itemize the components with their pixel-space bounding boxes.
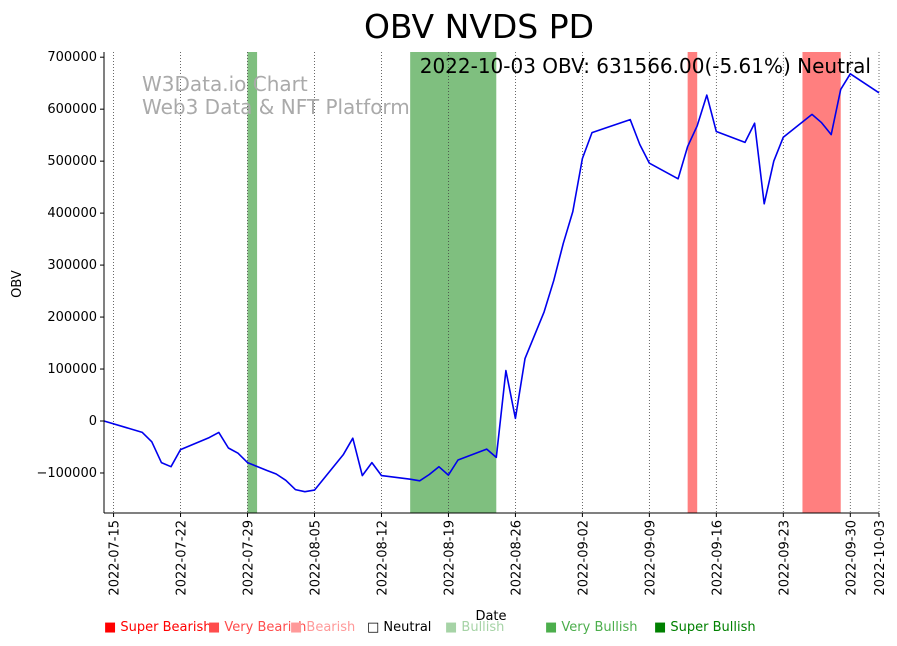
x-tick-label-2: 2022-07-29 (242, 520, 257, 596)
x-tick-label-10: 2022-09-23 (777, 520, 792, 596)
y-tick-label-7: 600000 (47, 102, 97, 117)
signal-regions (247, 52, 841, 513)
axes: −100000 0 100000 200000 300000 400000 500000 60… (36, 50, 888, 595)
y-tick-label-6: 500000 (47, 154, 97, 169)
signal-region-2 (687, 52, 698, 513)
y-axis-label: OBV (10, 270, 25, 298)
legend-item-4: ■ Bullish (445, 620, 505, 635)
x-tick-label-7: 2022-09-02 (576, 520, 591, 596)
series-layer (103, 73, 880, 493)
legend-item-5: ■ Very Bullish (545, 620, 638, 635)
signal-region-1 (410, 52, 497, 513)
legend-item-0: ■ Super Bearish (104, 620, 212, 635)
x-tick-label-8: 2022-09-09 (643, 520, 658, 596)
latest-value-annotation: 2022-10-03 OBV: 631566.00(-5.61%) Neutra… (420, 54, 871, 78)
chart-texts: OBV NVDS PD 2022-10-03 OBV: 631566.00(-5.… (10, 7, 871, 624)
x-gridlines (113, 52, 880, 513)
x-tick-label-11: 2022-09-30 (844, 520, 859, 596)
signal-region-3 (802, 52, 841, 513)
legend-item-6: ■ Super Bullish (654, 620, 756, 635)
legend-item-2: ■ Bearish (290, 620, 356, 635)
x-tick-label-0: 2022-07-15 (108, 520, 123, 596)
y-tick-label-1: 0 (89, 414, 97, 429)
signal-legend: ■ Super Bearish ■ Very Bearish ■ Bearish □ … (104, 620, 884, 640)
x-axis-label: Date (475, 609, 506, 624)
legend-item-3: □ Neutral (367, 620, 432, 635)
legend-item-1: ■ Very Bearish (208, 620, 307, 635)
x-tick-label-5: 2022-08-19 (442, 520, 457, 596)
y-tick-label-3: 200000 (47, 310, 97, 325)
y-tick-label-5: 400000 (47, 206, 97, 221)
watermark-line-2: Web3 Data & NFT Platform (142, 95, 410, 119)
x-tick-label-1: 2022-07-22 (175, 520, 190, 596)
x-tick-label-6: 2022-08-26 (509, 520, 524, 596)
y-tick-label-2: 100000 (47, 362, 97, 377)
x-tick-label-9: 2022-09-16 (710, 520, 725, 596)
x-tick-label-3: 2022-08-05 (308, 520, 323, 596)
watermark-line-1: W3Data.io Chart (142, 72, 308, 96)
x-tick-label-12: 2022-10-03 (873, 520, 888, 596)
y-tick-label-8: 700000 (47, 50, 97, 65)
chart-title: OBV NVDS PD (364, 7, 594, 46)
y-tick-label-0: −100000 (36, 466, 97, 481)
y-tick-label-4: 300000 (47, 258, 97, 273)
signal-region-0 (247, 52, 258, 513)
x-tick-label-4: 2022-08-12 (375, 520, 390, 596)
obv-series-line-0 (103, 73, 880, 493)
